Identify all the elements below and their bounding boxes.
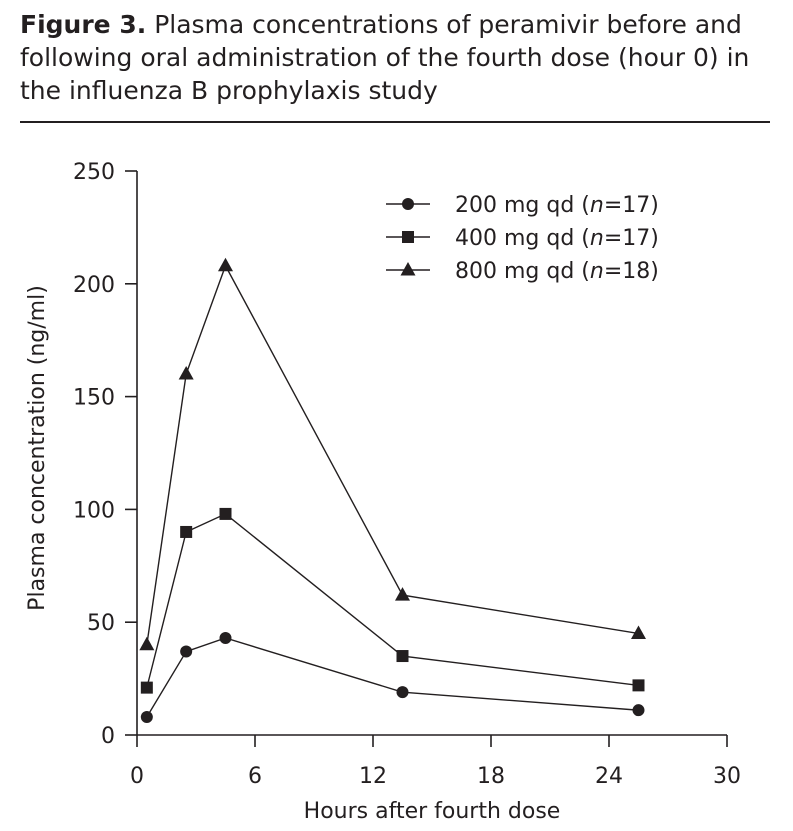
legend-label-count: =18) (604, 259, 659, 284)
legend-label-n: n (590, 226, 604, 251)
x-tick-label: 30 (713, 764, 741, 789)
legend-label-dose: 200 mg qd ( (455, 193, 590, 218)
series-line (146, 637, 639, 718)
series-circle (140, 631, 645, 723)
data-point-square (632, 679, 645, 692)
legend-label-dose: 400 mg qd ( (455, 226, 590, 251)
figure-caption-text: Plasma concentrations of peramivir befor… (20, 10, 750, 105)
x-axis-title: Hours after fourth dose (304, 799, 561, 824)
x-tick-label: 12 (359, 764, 387, 789)
data-point-square (219, 507, 232, 520)
data-point-square (140, 681, 153, 694)
x-tick-label: 24 (595, 764, 623, 789)
legend-label-count: =17) (604, 226, 659, 251)
series-line (146, 513, 639, 688)
legend-label: 200 mg qd (n=17) (455, 193, 659, 218)
x-tick-label: 6 (248, 764, 262, 789)
legend-entry: 800 mg qd (n=18) (386, 259, 659, 284)
legend-entry: 200 mg qd (n=17) (386, 193, 659, 218)
data-point-square (180, 525, 193, 538)
data-point-square (396, 650, 409, 663)
figure-label: Figure 3. (20, 10, 147, 39)
data-point-triangle (395, 587, 410, 601)
data-point-circle (396, 686, 409, 699)
x-tick-label: 0 (130, 764, 144, 789)
legend-label-count: =17) (604, 193, 659, 218)
y-tick-label: 100 (73, 498, 115, 523)
data-point-circle (402, 198, 414, 210)
data-point-triangle (139, 636, 155, 651)
legend-label-dose: 800 mg qd ( (455, 259, 590, 284)
data-point-triangle (400, 262, 416, 276)
y-tick-label: 250 (73, 160, 115, 185)
y-tick-label: 200 (73, 273, 115, 298)
legend-label-n: n (590, 259, 604, 284)
y-axis-title: Plasma concentration (ng/ml) (25, 285, 50, 611)
data-point-circle (219, 631, 232, 644)
series-triangle (139, 257, 646, 651)
legend-label: 400 mg qd (n=17) (455, 226, 659, 251)
data-point-triangle (178, 366, 194, 380)
series-square (140, 507, 645, 694)
legend-entry: 400 mg qd (n=17) (386, 226, 659, 251)
data-point-circle (632, 704, 645, 717)
data-point-square (402, 231, 414, 243)
legend-label-n: n (590, 193, 604, 218)
y-tick-label: 150 (73, 386, 115, 411)
x-tick-label: 18 (477, 764, 505, 789)
data-point-circle (180, 645, 193, 658)
y-tick-label: 0 (101, 724, 115, 749)
data-point-triangle (218, 257, 233, 272)
series-line (146, 264, 639, 645)
data-point-triangle (631, 625, 646, 639)
y-tick-label: 50 (87, 611, 115, 636)
legend-label: 800 mg qd (n=18) (455, 259, 659, 284)
figure-caption: Figure 3. Plasma concentrations of peram… (20, 8, 780, 107)
caption-divider (20, 121, 770, 123)
data-point-circle (140, 710, 153, 723)
